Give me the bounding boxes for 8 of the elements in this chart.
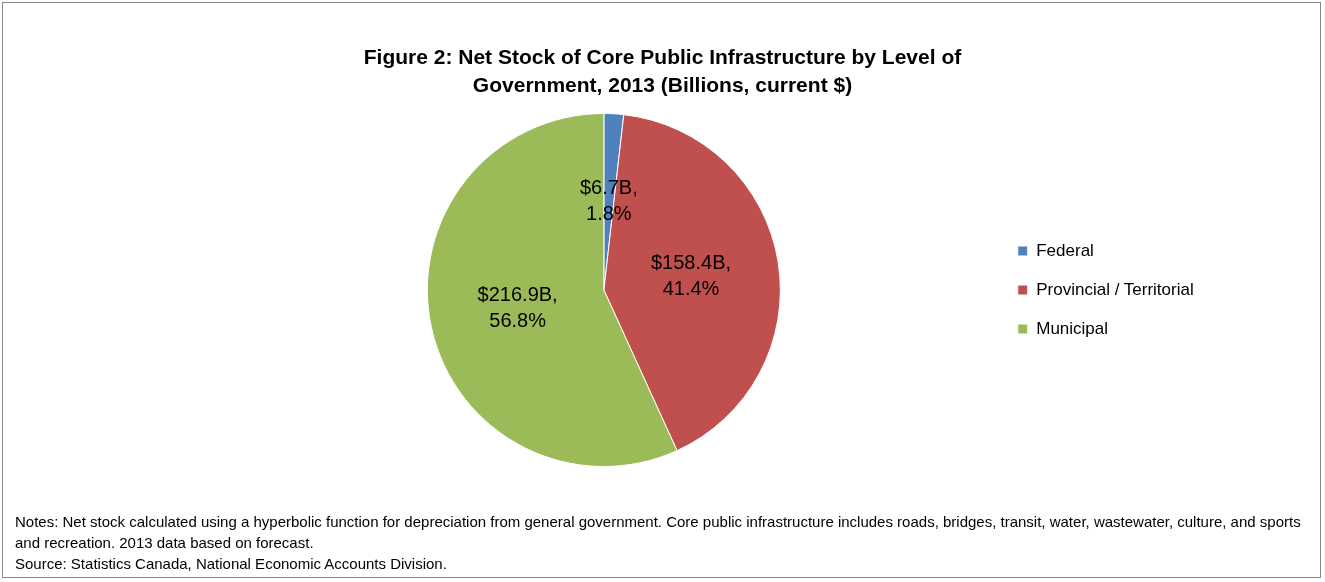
- chart-title: Figure 2: Net Stock of Core Public Infrastructure by Level of Government, 2013 (Billions, current $): [362, 44, 963, 98]
- legend-label: Municipal: [1036, 318, 1109, 338]
- legend-label: Provincial / Territorial: [1036, 279, 1194, 299]
- source-note: Source: Statistics Canada, National Economic Accounts Division.: [15, 554, 448, 574]
- data-label: $158.4B, 41.4%: [650, 250, 732, 299]
- data-label: $216.9B, 56.8%: [477, 283, 558, 332]
- legend-label: Federal: [1036, 240, 1094, 260]
- text: Notes: Net stock calculated using a hyperbolic function for depreciation from general government. Core public infrastructure includes roads, bridges, transit, water, wastewater, culture, and sports and recreation. 2013 data based on forecast.: [15, 512, 1302, 553]
